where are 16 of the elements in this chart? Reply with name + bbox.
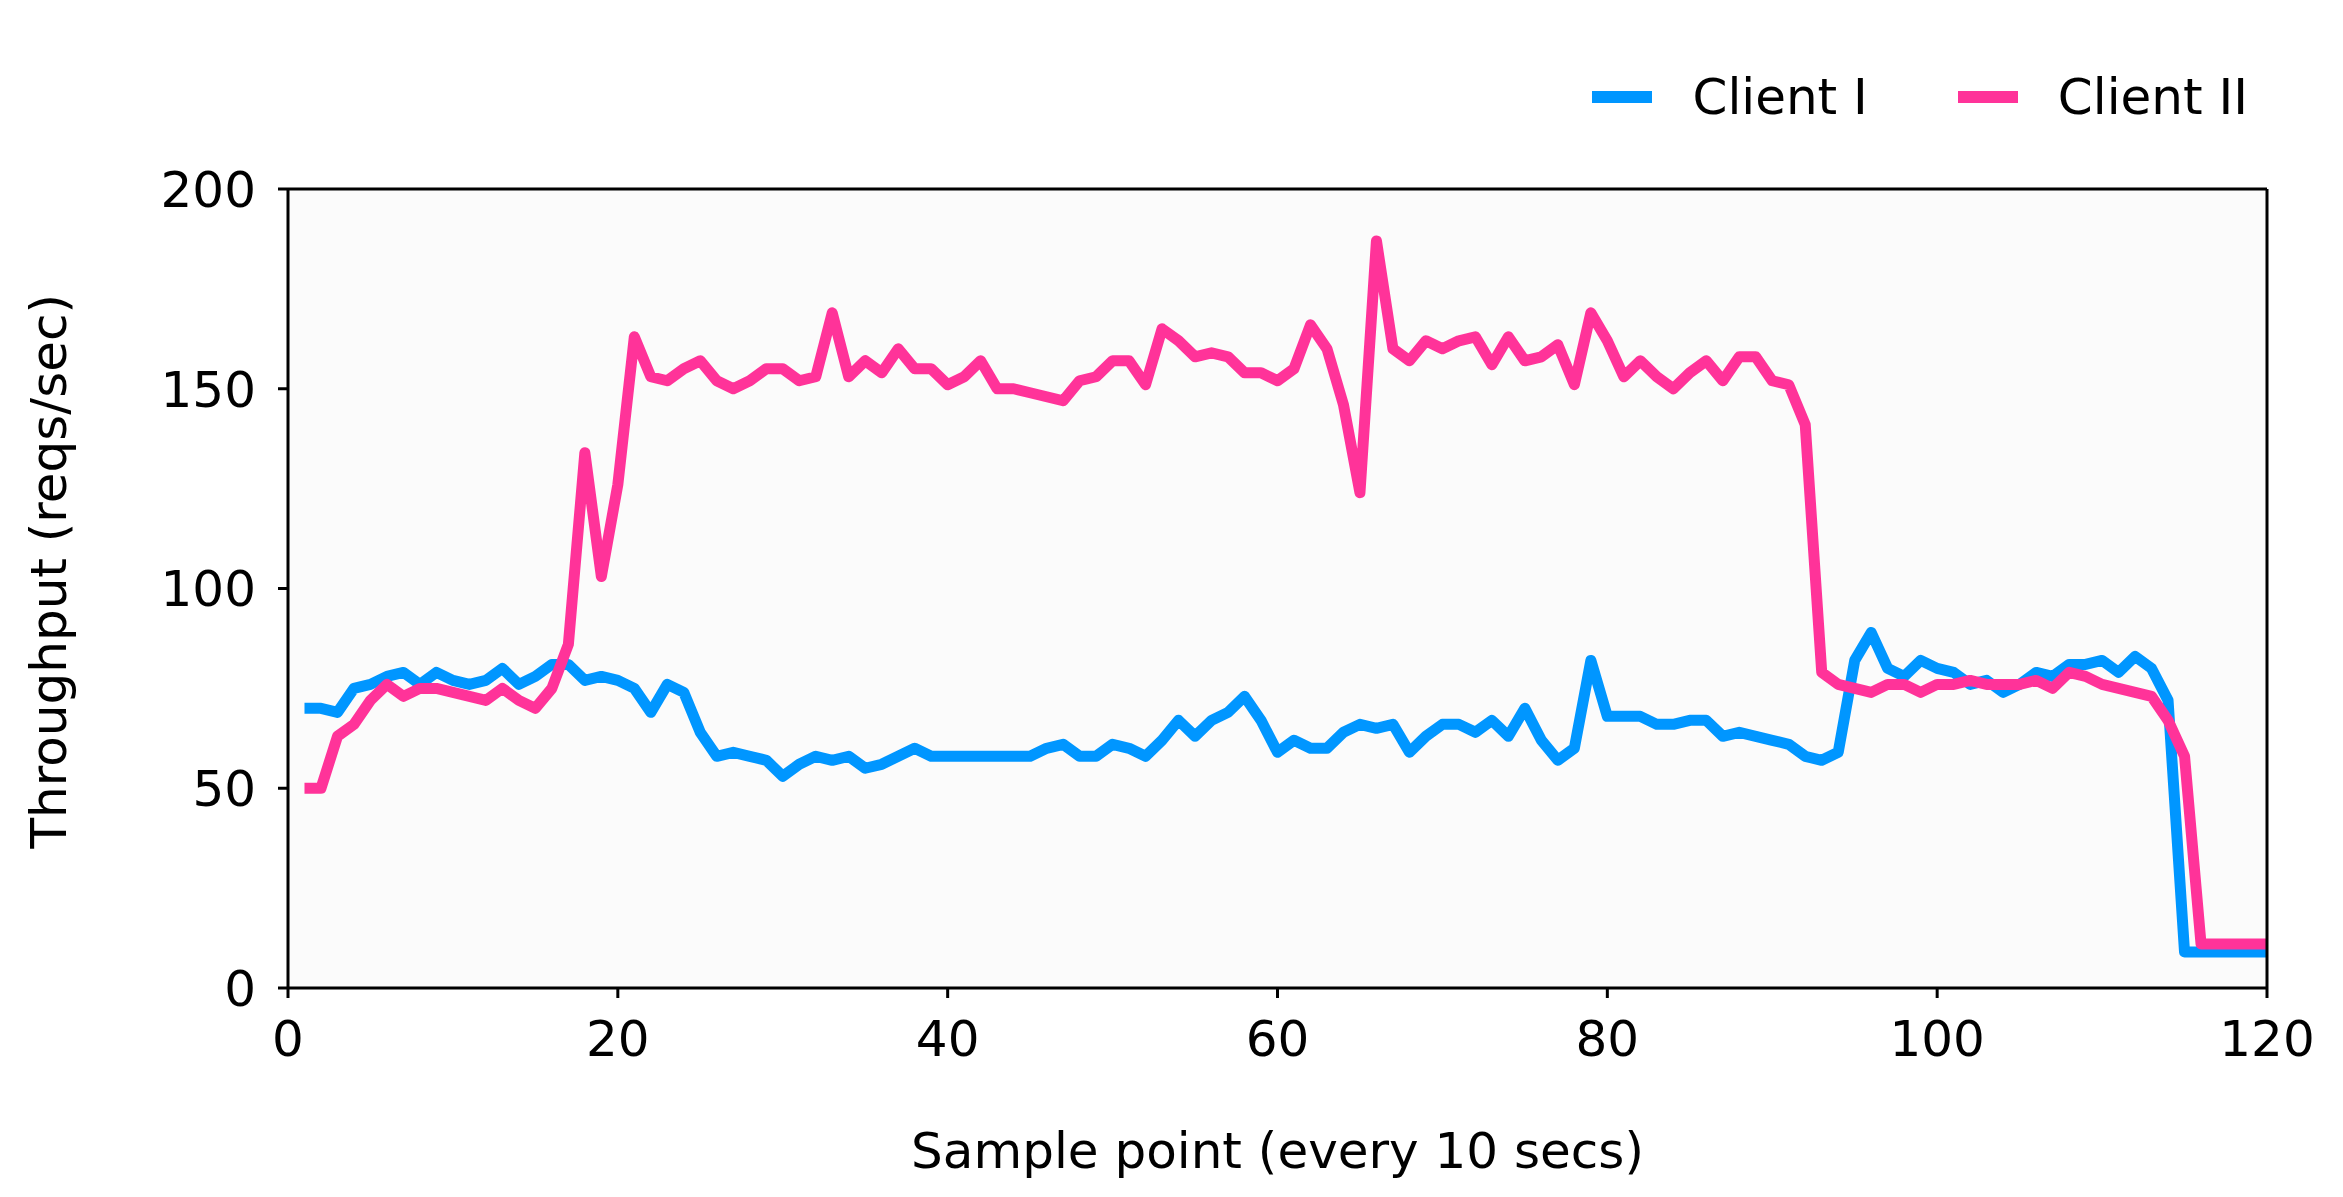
y-axis-title: Throughput (reqs/sec) [19,294,78,850]
y-tick-label: 0 [224,959,256,1018]
x-tick-label: 20 [586,1009,650,1068]
x-tick-label: 0 [272,1009,304,1068]
y-tick-label: 100 [160,560,256,619]
legend-label: Client II [2057,68,2248,126]
x-tick-label: 120 [2219,1009,2315,1068]
y-tick-label: 150 [160,360,256,419]
x-tick-label: 60 [1245,1009,1310,1068]
x-tick-label: 80 [1575,1009,1640,1068]
legend-label: Client I [1692,68,1868,126]
x-tick-label: 40 [915,1009,980,1068]
x-axis-title: Sample point (every 10 secs) [911,1122,1644,1180]
y-tick-label: 200 [160,160,256,219]
y-tick-label: 50 [192,760,256,818]
x-tick-label: 100 [1889,1009,1985,1068]
